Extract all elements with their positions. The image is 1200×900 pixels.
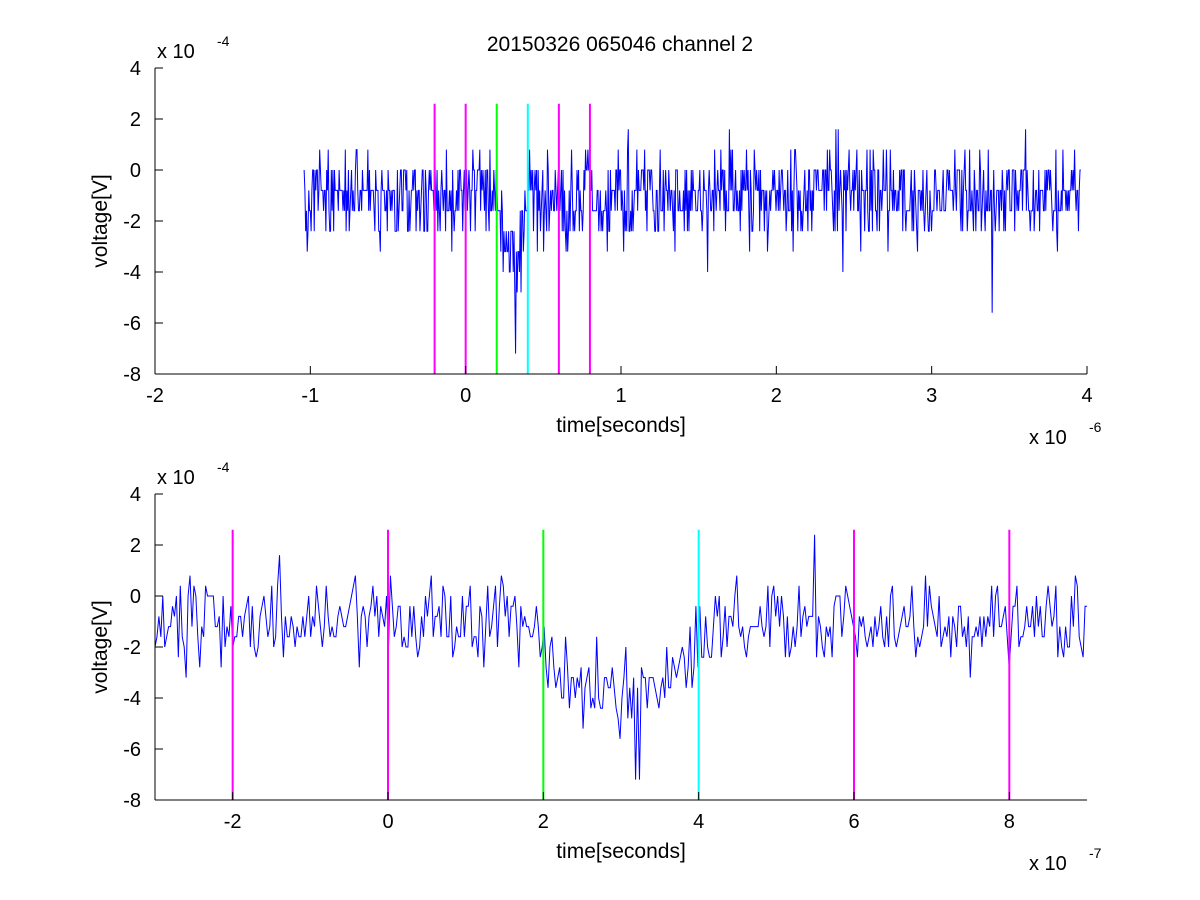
x-tick-label: 0 xyxy=(460,385,471,407)
y-tick-label: -4 xyxy=(123,262,141,284)
x-tick-label: 2 xyxy=(771,385,782,407)
signal-trace xyxy=(303,129,1081,354)
y-tick-label: -8 xyxy=(123,790,141,812)
x-tick-label: 2 xyxy=(538,811,549,833)
y-tick-label: 4 xyxy=(130,484,141,506)
top-plot: -2 -1 0 1 2 3 4 -8 -6 -4 -2 0 2 4 time[seconds] voltage… xyxy=(89,33,1102,449)
x-tick-label: -1 xyxy=(301,385,319,407)
y-tick-label: -8 xyxy=(123,364,141,386)
y-tick-label: 0 xyxy=(130,160,141,182)
x-exponent-power: -6 xyxy=(1089,419,1102,435)
x-exponent-power: -7 xyxy=(1089,845,1102,861)
figure-title: 20150326 065046 channel 2 xyxy=(487,33,753,56)
y-tick-label: -6 xyxy=(123,313,141,335)
y-exponent-label: x 10 xyxy=(157,467,195,489)
x-tick-label: 0 xyxy=(382,811,393,833)
x-tick-label: 3 xyxy=(926,385,937,407)
y-axis-label: voltage[V] xyxy=(89,174,112,267)
y-tick-label: -2 xyxy=(123,637,141,659)
x-tick-label: -2 xyxy=(146,385,164,407)
x-axis-label: time[seconds] xyxy=(556,414,686,437)
y-axis-label: voltage[V] xyxy=(89,600,112,693)
y-tick-label: -6 xyxy=(123,739,141,761)
x-axis-label: time[seconds] xyxy=(556,840,686,863)
y-exponent-label: x 10 xyxy=(157,41,195,63)
x-tick-label: 6 xyxy=(848,811,859,833)
y-exponent-power: -4 xyxy=(217,33,230,49)
y-tick-label: 0 xyxy=(130,586,141,608)
y-exponent-power: -4 xyxy=(217,459,230,475)
y-tick-label: -2 xyxy=(123,211,141,233)
x-tick-label: 4 xyxy=(1081,385,1092,407)
x-exponent-label: x 10 xyxy=(1029,853,1067,875)
signal-trace xyxy=(155,534,1087,780)
bottom-plot: -2 0 2 4 6 8 -8 -6 -4 -2 0 2 4 time[seconds] voltage[V… xyxy=(89,459,1102,875)
x-tick-label: 4 xyxy=(693,811,704,833)
y-tick-label: 4 xyxy=(130,58,141,80)
x-tick-label: 8 xyxy=(1004,811,1015,833)
x-tick-label: -2 xyxy=(224,811,242,833)
y-tick-label: 2 xyxy=(130,109,141,131)
y-tick-label: -4 xyxy=(123,688,141,710)
x-exponent-label: x 10 xyxy=(1029,427,1067,449)
x-tick-label: 1 xyxy=(615,385,626,407)
y-tick-label: 2 xyxy=(130,535,141,557)
